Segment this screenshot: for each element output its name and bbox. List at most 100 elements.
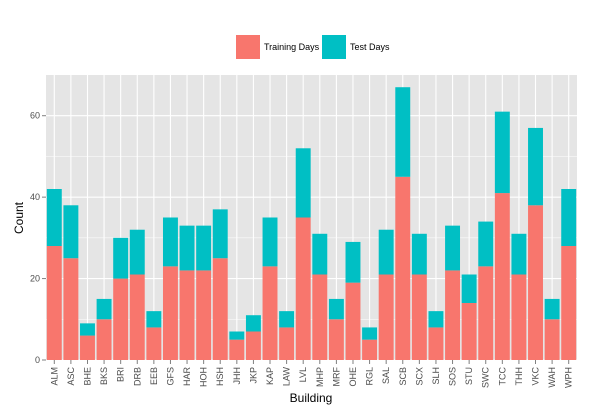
x-tick-label: JHH: [232, 367, 242, 385]
bar-test-jkp[interactable]: [245, 315, 261, 332]
bar-test-tcc[interactable]: [494, 111, 510, 194]
bar-test-hsh[interactable]: [212, 209, 228, 259]
legend-item-training-days[interactable]: Training Days: [236, 35, 320, 59]
x-tick-label: ALM: [49, 367, 59, 386]
bar-test-swc[interactable]: [478, 221, 494, 267]
bar-test-jhh[interactable]: [229, 331, 245, 340]
bar-training-eeb[interactable]: [146, 327, 162, 360]
x-tick-label: SCX: [414, 367, 424, 386]
bar-test-wah[interactable]: [544, 298, 560, 320]
x-tick-label: SLH: [431, 367, 441, 385]
x-tick-label: BKS: [99, 367, 109, 385]
legend: Training Days Test Days: [236, 35, 390, 59]
y-axis: 0 20 40 60: [30, 111, 46, 365]
bar-test-thh[interactable]: [511, 233, 527, 275]
x-tick-label: OHE: [348, 367, 358, 387]
bar-training-wah[interactable]: [544, 319, 560, 360]
legend-label-training-days: Training Days: [264, 42, 320, 52]
bar-training-vkc[interactable]: [528, 205, 543, 360]
x-tick-label: MRF: [331, 367, 341, 387]
x-tick-label: JKP: [248, 367, 258, 384]
bar-training-ohe[interactable]: [345, 282, 361, 360]
bar-test-wph[interactable]: [561, 189, 577, 246]
x-tick-label: HAR: [182, 367, 192, 387]
bar-test-asc[interactable]: [63, 205, 79, 259]
bar-test-mhp[interactable]: [312, 233, 328, 275]
x-tick-label: ASC: [66, 367, 76, 386]
bar-training-bks[interactable]: [96, 319, 112, 360]
x-tick-label: TCC: [497, 367, 507, 386]
bar-test-vkc[interactable]: [528, 127, 543, 206]
legend-item-test-days[interactable]: Test Days: [322, 35, 390, 59]
bar-training-asc[interactable]: [63, 258, 79, 360]
bar-training-sal[interactable]: [378, 274, 394, 361]
bar-test-gfs[interactable]: [162, 217, 178, 267]
bar-training-kap[interactable]: [262, 266, 278, 360]
y-tick-label: 20: [30, 274, 40, 284]
x-tick-label: SAL: [381, 367, 391, 384]
bar-training-alm[interactable]: [46, 246, 62, 360]
x-tick-label: HOH: [199, 367, 209, 387]
x-tick-label: DRB: [132, 367, 142, 386]
bar-training-mhp[interactable]: [312, 274, 328, 361]
bar-test-scb[interactable]: [395, 87, 411, 177]
bar-training-scx[interactable]: [411, 274, 427, 361]
bar-test-bks[interactable]: [96, 298, 112, 320]
bar-test-stu[interactable]: [461, 274, 477, 304]
bar-test-bri[interactable]: [113, 237, 129, 279]
bar-test-eeb[interactable]: [146, 311, 162, 328]
bar-training-law[interactable]: [279, 327, 295, 360]
bar-training-stu[interactable]: [461, 303, 477, 360]
bar-test-law[interactable]: [279, 311, 295, 328]
bar-training-sos[interactable]: [445, 270, 461, 360]
bar-training-thh[interactable]: [511, 274, 527, 361]
x-tick-label: SWC: [481, 367, 491, 388]
bar-training-slh[interactable]: [428, 327, 444, 360]
x-tick-label: THH: [514, 367, 524, 386]
y-tick-label: 60: [30, 111, 40, 121]
bar-test-hoh[interactable]: [196, 225, 212, 271]
bar-test-alm[interactable]: [46, 189, 62, 246]
y-tick-label: 0: [35, 355, 40, 365]
bar-test-mrf[interactable]: [328, 298, 344, 320]
x-tick-label: MHP: [315, 367, 325, 387]
x-tick-label: HSH: [215, 367, 225, 386]
bar-training-scb[interactable]: [395, 176, 411, 360]
bar-training-jkp[interactable]: [245, 331, 261, 361]
x-tick-label: STU: [464, 367, 474, 385]
bar-test-har[interactable]: [179, 225, 195, 271]
bar-training-mrf[interactable]: [328, 319, 344, 360]
bar-training-drb[interactable]: [129, 274, 145, 361]
bar-test-ohe[interactable]: [345, 241, 361, 283]
bar-training-rgl[interactable]: [362, 339, 378, 360]
legend-swatch-test-days: [322, 35, 346, 59]
bar-test-drb[interactable]: [129, 229, 145, 275]
bar-test-sal[interactable]: [378, 229, 394, 275]
bar-test-slh[interactable]: [428, 311, 444, 328]
bar-training-swc[interactable]: [478, 266, 494, 360]
bar-training-gfs[interactable]: [162, 266, 178, 360]
bar-test-bhe[interactable]: [80, 323, 95, 336]
x-axis: ALM ASC BHE BKS BRI DRB EEB GFS HAR HOH HSH JHH JKP K…: [49, 360, 574, 388]
x-tick-label: BRI: [116, 367, 126, 382]
x-tick-label: SOS: [448, 367, 458, 386]
bars: [46, 87, 577, 361]
x-tick-label: VKC: [531, 367, 541, 386]
bar-training-tcc[interactable]: [494, 193, 510, 360]
bar-test-lvl[interactable]: [295, 148, 311, 218]
bar-test-scx[interactable]: [411, 233, 427, 275]
bar-training-hsh[interactable]: [212, 258, 228, 360]
bar-training-lvl[interactable]: [295, 217, 311, 361]
bar-training-hoh[interactable]: [196, 270, 212, 360]
bar-training-bri[interactable]: [113, 278, 129, 360]
x-tick-label: WAH: [547, 367, 557, 388]
bar-test-kap[interactable]: [262, 217, 278, 267]
bar-test-rgl[interactable]: [362, 327, 378, 340]
legend-label-test-days: Test Days: [350, 42, 390, 52]
y-axis-title: Count: [12, 201, 26, 234]
bar-training-wph[interactable]: [561, 246, 577, 360]
bar-training-bhe[interactable]: [80, 335, 95, 360]
bar-training-jhh[interactable]: [229, 339, 245, 360]
bar-test-sos[interactable]: [445, 225, 461, 271]
bar-training-har[interactable]: [179, 270, 195, 360]
